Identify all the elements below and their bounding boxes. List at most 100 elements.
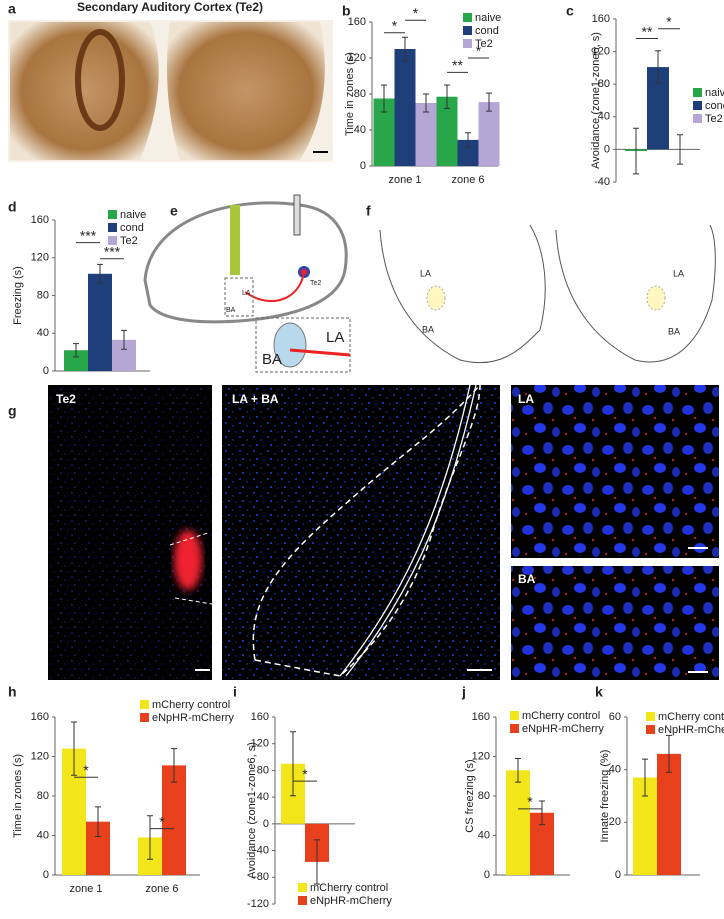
error-bar (121, 329, 127, 350)
error-bar (539, 800, 545, 826)
error-bar (95, 806, 101, 837)
image-label: BA (518, 572, 536, 586)
tissue (167, 22, 325, 160)
y-tick-label: 160 (348, 16, 366, 28)
y-axis-label: Avoidance (zone1-zone6, s) (590, 32, 602, 169)
y-tick-label: 120 (472, 750, 490, 762)
bar (478, 102, 500, 166)
legend-swatch (646, 712, 655, 721)
legend-label: naive (705, 87, 724, 99)
significance-label: * (159, 813, 165, 829)
significance-label: *** (104, 243, 121, 259)
error-bar (97, 263, 103, 284)
error-bar (486, 92, 492, 112)
bar (506, 770, 530, 875)
legend-label: eNpHR-mCherry (522, 723, 604, 735)
legend-label: mCherry control (152, 699, 230, 711)
legend-swatch (693, 101, 702, 110)
te2-label-signal (174, 530, 202, 590)
y-tick-label: 120 (251, 738, 269, 750)
legend-label: mCherry control (522, 710, 600, 722)
legend-swatch (108, 236, 117, 245)
y-tick-label: 160 (31, 711, 49, 723)
panel-label: g (8, 403, 17, 419)
panel-f: f LA BA LA BA (366, 203, 716, 364)
y-tick-label: 80 (37, 289, 49, 301)
y-tick-label: 80 (354, 88, 366, 100)
error-bar (677, 134, 683, 165)
y-axis-label: Innate freezing (%) (599, 750, 611, 843)
panel-label: e (170, 203, 178, 219)
y-tick-label: 160 (472, 711, 490, 723)
bar (657, 753, 681, 875)
label: BA (226, 307, 236, 314)
legend-swatch (298, 883, 307, 892)
significance-label: * (666, 13, 672, 29)
error-bar (381, 84, 387, 113)
tissue (75, 29, 125, 131)
legend-swatch (140, 713, 149, 722)
legend-swatch (298, 896, 307, 905)
label: LA (242, 290, 251, 297)
significance-label: * (83, 762, 89, 778)
error-bar (71, 721, 77, 776)
panel-label: h (8, 684, 17, 700)
significance-label: *** (80, 227, 97, 243)
y-tick-label: 120 (31, 252, 49, 264)
boundary (252, 384, 481, 661)
significance-label: * (302, 766, 308, 782)
significance-label: * (476, 43, 482, 59)
x-tick-label: zone 1 (69, 883, 102, 895)
label: BA (422, 324, 434, 334)
legend-label: eNpHR-mCherry (310, 895, 392, 907)
significance-label: * (413, 5, 419, 21)
la-region (426, 285, 446, 311)
panel-label: k (595, 684, 603, 700)
y-tick-label: 80 (478, 790, 490, 802)
y-tick-label: 40 (37, 829, 49, 841)
boundary (339, 384, 477, 677)
y-tick-label: 0 (43, 365, 49, 377)
legend-swatch (463, 39, 472, 48)
y-tick-label: 80 (257, 764, 269, 776)
legend-label: eNpHR-mCherry (658, 724, 724, 736)
error-bar (642, 758, 648, 797)
panel-label: c (566, 3, 574, 19)
panel-e: e LA BA Te2 LA BA (143, 194, 351, 373)
significance-label: * (392, 18, 398, 34)
legend-swatch (108, 223, 117, 232)
legend-label: mCherry control (310, 882, 388, 894)
legend-label: eNpHR-mCherry (152, 712, 234, 724)
error-bar (402, 36, 408, 62)
y-axis-label: Time in zones (s) (344, 52, 356, 136)
legend-label: cond (475, 25, 499, 37)
y-tick-label: 0 (484, 869, 490, 881)
micrograph (222, 385, 500, 680)
inset-box (224, 277, 254, 317)
legend-label: naive (120, 209, 146, 221)
micrograph (511, 566, 719, 680)
legend-swatch (693, 88, 702, 97)
y-tick-label: 40 (257, 791, 269, 803)
bar (64, 350, 88, 371)
panel-label: d (8, 199, 17, 215)
significance-label: ** (452, 57, 463, 73)
error-bar (147, 815, 153, 860)
legend-label: Te2 (705, 113, 723, 125)
image-label: LA + BA (232, 392, 279, 406)
error-bar (423, 93, 429, 113)
y-axis-label: Time in zones (s) (12, 754, 24, 838)
y-tick-label: -40 (253, 844, 269, 856)
bar (436, 96, 458, 166)
legend-swatch (693, 114, 702, 123)
electrode (230, 205, 240, 275)
y-tick-label: 40 (478, 829, 490, 841)
image-label: LA (518, 392, 534, 406)
significance-label: * (527, 794, 533, 810)
legend-label: Te2 (475, 38, 493, 50)
label: LA (673, 268, 684, 278)
y-tick-label: 20 (609, 816, 621, 828)
bar (415, 103, 437, 166)
error-bar (515, 757, 521, 783)
